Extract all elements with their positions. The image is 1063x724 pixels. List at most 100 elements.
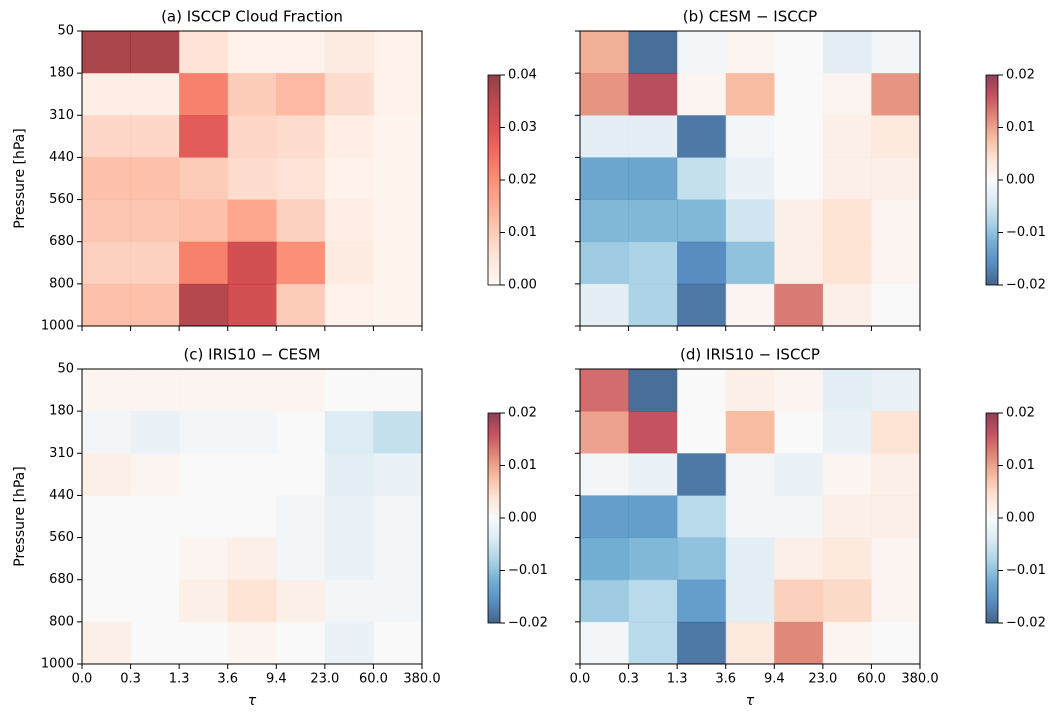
colorbar-tick-label: 0.04 xyxy=(508,68,537,83)
heatmap-cell xyxy=(373,73,423,116)
heatmap-cell xyxy=(822,537,872,581)
heatmap-cell xyxy=(179,537,229,581)
heatmap-cell xyxy=(774,241,824,285)
heatmap-cell xyxy=(628,115,678,158)
heatmap-cell xyxy=(871,241,921,285)
heatmap-cell xyxy=(725,621,775,665)
heatmap-cell xyxy=(871,537,921,581)
heatmap-cell xyxy=(179,495,229,539)
plot-frame xyxy=(81,30,423,327)
heatmap-cell xyxy=(677,73,727,116)
heatmap-cell xyxy=(324,31,374,74)
heatmap-cell xyxy=(628,411,678,454)
heatmap-cell xyxy=(227,157,277,201)
heatmap-cell xyxy=(774,115,824,158)
y-tick-label: 180 xyxy=(49,404,74,419)
heatmap-cell xyxy=(774,453,824,496)
heatmap-cell xyxy=(822,199,872,243)
x-tick-label: 9.4 xyxy=(764,672,785,687)
heatmap-cell xyxy=(179,579,229,623)
heatmap-cell xyxy=(373,453,423,496)
heatmap-cell xyxy=(822,411,872,454)
heatmap-cell xyxy=(179,31,229,74)
heatmap-cell xyxy=(276,579,326,623)
heatmap-cell xyxy=(725,157,775,201)
heatmap-cell xyxy=(276,453,326,496)
heatmap-cell xyxy=(276,411,326,454)
heatmap-cell xyxy=(130,283,180,327)
heatmap-cell xyxy=(822,283,872,327)
colorbar-tick-label: −0.02 xyxy=(1006,616,1046,631)
heatmap-cell xyxy=(822,621,872,665)
heatmap-cell xyxy=(628,31,678,74)
heatmap-cell xyxy=(82,241,132,285)
heatmap-cell xyxy=(324,157,374,201)
x-tick-label: 60.0 xyxy=(857,672,886,687)
heatmap-cell xyxy=(677,31,727,74)
heatmap-cell xyxy=(822,369,872,412)
heatmap-cell xyxy=(179,621,229,665)
heatmap-cell xyxy=(677,453,727,496)
heatmap-cell xyxy=(677,199,727,243)
plot-frame xyxy=(81,368,423,665)
heatmap-cell xyxy=(677,241,727,285)
colorbar-tick-label: 0.01 xyxy=(1006,458,1035,473)
heatmap-cell xyxy=(677,621,727,665)
heatmap-cell xyxy=(580,73,630,116)
heatmap-cell xyxy=(580,411,630,454)
y-tick-label: 1000 xyxy=(41,657,74,672)
colorbar-tick-label: 0.02 xyxy=(1006,68,1035,83)
y-tick-label: 310 xyxy=(49,446,74,461)
heatmap-cell xyxy=(179,411,229,454)
panel-title: (a) ISCCP Cloud Fraction xyxy=(161,8,343,26)
heatmap-cell xyxy=(677,283,727,327)
x-axis-label: τ xyxy=(746,693,755,709)
colorbar-tick-label: 0.02 xyxy=(1006,406,1035,421)
heatmap-cell xyxy=(774,411,824,454)
x-tick-label: 380.0 xyxy=(901,672,938,687)
heatmap-cell xyxy=(628,157,678,201)
colorbar-tick-label: 0.03 xyxy=(508,120,537,135)
heatmap-cell xyxy=(324,495,374,539)
heatmap-cell xyxy=(227,73,277,116)
heatmap-cell xyxy=(677,115,727,158)
heatmap-cell xyxy=(628,283,678,327)
heatmap-cell xyxy=(324,73,374,116)
x-tick-label: 23.0 xyxy=(310,672,339,687)
x-tick-label: 3.6 xyxy=(217,672,238,687)
heatmap-cell xyxy=(725,453,775,496)
y-tick-label: 440 xyxy=(49,150,74,165)
heatmap-cell xyxy=(82,495,132,539)
heatmap-cell xyxy=(130,369,180,412)
x-tick-label: 0.0 xyxy=(570,672,591,687)
heatmap-cell xyxy=(822,579,872,623)
x-tick-label: 23.0 xyxy=(808,672,837,687)
colorbar-tick-label: −0.02 xyxy=(1006,278,1046,293)
heatmap-cell xyxy=(179,453,229,496)
plot-frame xyxy=(579,30,921,327)
heatmap-cell xyxy=(580,115,630,158)
heatmap-cell xyxy=(130,241,180,285)
heatmap-cell xyxy=(677,369,727,412)
heatmap-cell xyxy=(130,579,180,623)
colorbar-tick-label: 0.00 xyxy=(508,511,537,526)
heatmap-cell xyxy=(373,495,423,539)
heatmap-cell xyxy=(725,31,775,74)
heatmap-cell xyxy=(324,579,374,623)
x-tick-label: 0.3 xyxy=(618,672,639,687)
heatmap-cell xyxy=(373,537,423,581)
y-tick-label: 560 xyxy=(49,530,74,545)
heatmap-cell xyxy=(871,199,921,243)
heatmap-cell xyxy=(871,31,921,74)
heatmap-cell xyxy=(774,157,824,201)
heatmap-cell xyxy=(82,115,132,158)
y-tick-label: 800 xyxy=(49,614,74,629)
colorbar-tick-label: 0.00 xyxy=(1006,511,1035,526)
heatmap-cell xyxy=(774,537,824,581)
panel-title: (d) IRIS10 − ISCCP xyxy=(680,346,820,364)
heatmap-cell xyxy=(871,621,921,665)
heatmap-cell xyxy=(871,369,921,412)
heatmap-cell xyxy=(628,199,678,243)
heatmap-cell xyxy=(871,495,921,539)
colorbar-tick-label: 0.02 xyxy=(508,406,537,421)
